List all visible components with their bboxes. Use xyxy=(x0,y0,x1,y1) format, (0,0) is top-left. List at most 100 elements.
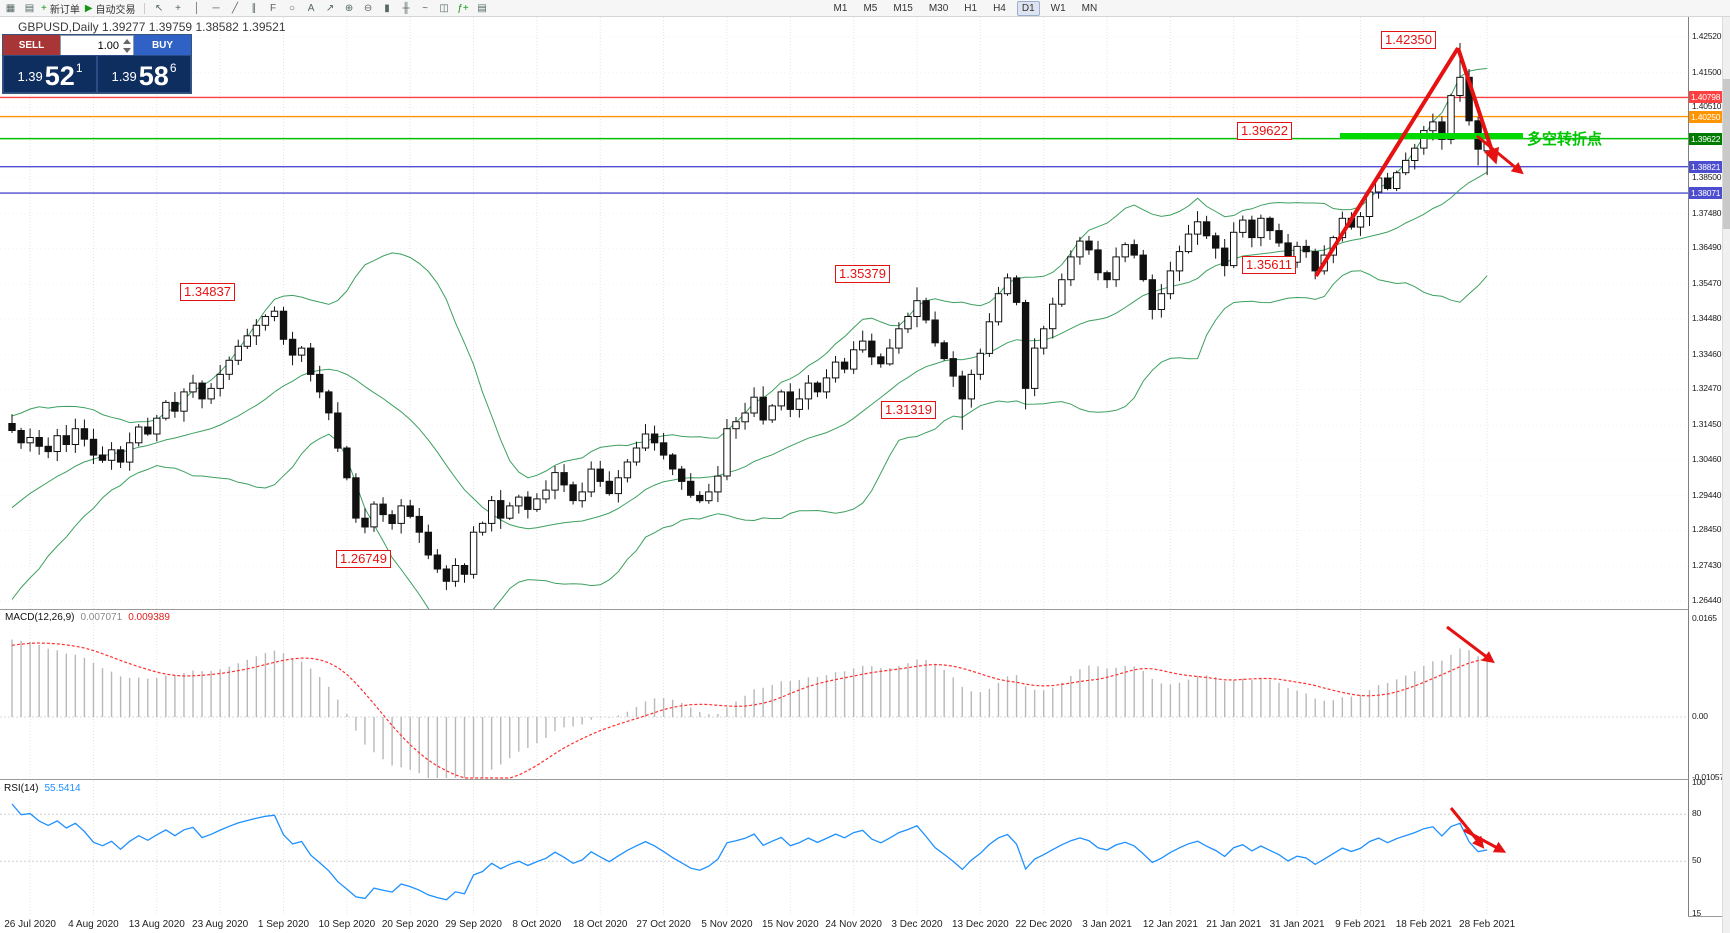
price-annotation-box: 1.35611 xyxy=(1242,256,1297,274)
line-view-icon[interactable]: ~ xyxy=(422,2,428,14)
charts-toggle-icon[interactable]: ▦ xyxy=(5,2,16,14)
buy-price-sup: 6 xyxy=(169,61,177,75)
macd-indicator-label: MACD(12,26,9) 0.007071 0.009389 xyxy=(5,612,170,623)
date-label: 18 Feb 2021 xyxy=(1395,919,1452,930)
date-label: 22 Dec 2020 xyxy=(1015,919,1073,930)
rsi-name: RSI(14) xyxy=(4,783,39,794)
price-scale-level-label: 1.38821 xyxy=(1689,160,1722,173)
bars-view-icon[interactable]: ╫ xyxy=(402,2,410,14)
rsi-value: 55.5414 xyxy=(44,783,81,794)
spinner-down-icon[interactable] xyxy=(122,48,131,53)
date-label: 24 Nov 2020 xyxy=(825,919,882,930)
vertical-line-icon[interactable]: │ xyxy=(193,2,201,14)
crosshair-icon[interactable]: + xyxy=(175,2,181,14)
price-scale-tick: 1.40510 xyxy=(1692,101,1722,112)
text-icon[interactable]: A xyxy=(307,2,315,14)
price-scale-level-label: 1.40798 xyxy=(1689,91,1722,104)
drawing-objects xyxy=(1314,46,1524,853)
panel-separator[interactable] xyxy=(0,779,1730,780)
price-scale-level-label: 1.38071 xyxy=(1689,187,1722,200)
rsi-line xyxy=(11,803,1488,901)
tile-windows-icon[interactable]: ◫ xyxy=(439,2,449,14)
arrow-tool-icon[interactable]: ↗ xyxy=(325,2,335,14)
scrollbar-thumb[interactable] xyxy=(1723,79,1730,229)
date-label: 12 Jan 2021 xyxy=(1142,919,1198,930)
macd-histogram xyxy=(0,639,1688,778)
shapes-icon[interactable]: ○ xyxy=(289,2,296,14)
red-trend-arrow xyxy=(1476,134,1524,175)
green-resistance-bar xyxy=(1340,133,1523,139)
price-scale-level-label: 1.40250 xyxy=(1689,110,1722,123)
timeframe-m15-button[interactable]: M15 xyxy=(893,2,913,14)
macd-panel[interactable] xyxy=(0,611,1688,779)
price-scale[interactable]: 1.42520 1.41500 1.40510 1.38500 1.37480 1.364… xyxy=(1688,17,1729,918)
price-annotation-box: 1.42350 xyxy=(1381,31,1436,49)
price-scale-tick: 100 xyxy=(1692,777,1706,787)
timeframe-m5-button[interactable]: M5 xyxy=(863,2,878,14)
panel-separator[interactable] xyxy=(0,609,1730,610)
buy-price-big: 58 xyxy=(138,61,169,92)
cursor-icon[interactable]: ↖ xyxy=(154,2,164,14)
date-label: 23 Aug 2020 xyxy=(192,919,249,930)
sell-button[interactable]: SELL xyxy=(3,35,60,55)
date-label: 13 Aug 2020 xyxy=(128,919,185,930)
timeframe-mn-button[interactable]: MN xyxy=(1081,2,1098,14)
new-order-button[interactable]: + 新订单 xyxy=(41,1,80,16)
volume-spinner[interactable] xyxy=(121,37,132,53)
price-scale-tick: 1.34480 xyxy=(1692,312,1722,323)
horizontal-line-icon[interactable]: ─ xyxy=(212,2,220,14)
price-scale-tick: 1.42520 xyxy=(1692,31,1722,41)
autotrade-icon: ▶ xyxy=(84,2,93,14)
macd-value-main: 0.007071 xyxy=(80,612,123,623)
red-trend-arrow xyxy=(1449,807,1485,849)
timeframe-w1-button[interactable]: W1 xyxy=(1050,2,1066,14)
buy-price-button[interactable]: 1.39 58 6 xyxy=(97,55,191,93)
buy-button[interactable]: BUY xyxy=(134,35,191,55)
red-trend-arrow xyxy=(1456,47,1500,165)
timeframe-m1-button[interactable]: M1 xyxy=(833,2,848,14)
timeframe-h1-button[interactable]: H1 xyxy=(964,2,978,14)
profiles-icon[interactable]: ▤ xyxy=(24,2,35,14)
price-scale-tick: 1.35470 xyxy=(1692,278,1722,289)
vertical-scrollbar[interactable] xyxy=(1722,17,1730,933)
channel-icon[interactable]: ∥ xyxy=(251,2,257,14)
date-label: 10 Sep 2020 xyxy=(318,919,376,930)
date-label: 27 Oct 2020 xyxy=(636,919,691,930)
rsi-indicator-label: RSI(14) 55.5414 xyxy=(4,783,81,794)
date-axis[interactable]: 26 Jul 2020 4 Aug 2020 13 Aug 2020 23 Aug 2… xyxy=(0,916,1688,933)
timeframe-d1-button[interactable]: D1 xyxy=(1016,0,1040,16)
new-order-icon: + xyxy=(41,2,47,14)
price-scale-tick: 1.30460 xyxy=(1692,453,1722,464)
price-scale-tick: 80 xyxy=(1692,808,1702,819)
fibonacci-icon[interactable]: F xyxy=(269,2,277,14)
price-scale-tick: 1.32470 xyxy=(1692,383,1722,394)
red-trend-arrow xyxy=(1314,46,1460,278)
indicators-icon[interactable]: ƒ+ xyxy=(457,2,469,14)
sell-price-big: 52 xyxy=(44,61,75,92)
price-gridlines xyxy=(0,36,1688,602)
date-label: 29 Sep 2020 xyxy=(445,919,502,930)
templates-icon[interactable]: ▤ xyxy=(477,2,487,14)
toolbar-tool-icons: ↖ + │ ─ ╱ ∥ F ○ A ↗ ⊕ ⊖ ▮ ╫ ~ ◫ ƒ+ ▤ xyxy=(153,1,489,16)
zoom-in-icon[interactable]: ⊕ xyxy=(344,2,354,14)
trendline-icon[interactable]: ╱ xyxy=(232,2,239,14)
bollinger-bands xyxy=(11,68,1488,609)
zoom-out-icon[interactable]: ⊖ xyxy=(363,2,373,14)
date-label: 3 Jan 2021 xyxy=(1082,919,1132,930)
main-chart[interactable] xyxy=(0,17,1688,609)
date-label: 4 Aug 2020 xyxy=(68,919,119,930)
candles-view-icon[interactable]: ▮ xyxy=(384,2,390,14)
timeframe-m30-button[interactable]: M30 xyxy=(928,2,949,14)
rsi-panel[interactable] xyxy=(0,781,1688,916)
volume-input[interactable] xyxy=(61,37,133,55)
spinner-up-icon[interactable] xyxy=(122,39,131,44)
timeframe-h4-button[interactable]: H4 xyxy=(993,2,1006,14)
sell-price-button[interactable]: 1.39 52 1 xyxy=(3,55,97,93)
price-annotation-box: 1.39622 xyxy=(1237,122,1292,140)
date-label: 28 Feb 2021 xyxy=(1459,919,1516,930)
autotrade-button[interactable]: ▶ 自动交易 xyxy=(85,1,136,16)
date-label: 9 Feb 2021 xyxy=(1335,919,1386,930)
date-label: 13 Dec 2020 xyxy=(951,919,1009,930)
